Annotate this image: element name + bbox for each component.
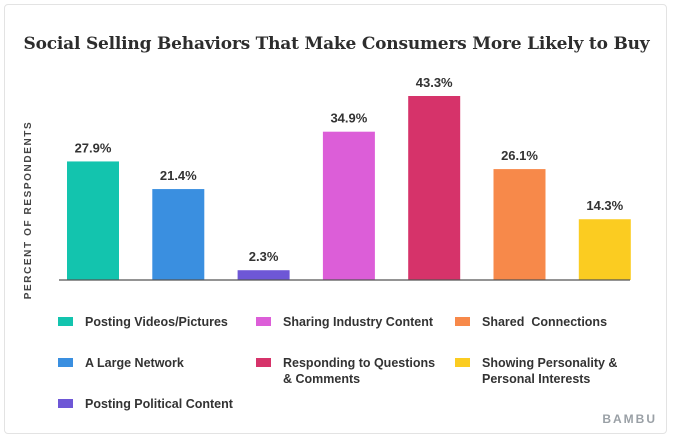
- bar-5: [408, 96, 461, 280]
- legend-item-personality: Showing Personality & Personal Interests: [455, 355, 622, 387]
- bar-1: [67, 161, 119, 280]
- legend-swatch: [455, 358, 470, 367]
- data-label-3: 2.3%: [249, 249, 279, 264]
- legend-item-shared-connections: Shared Connections: [455, 314, 632, 330]
- legend-swatch: [58, 317, 73, 326]
- data-label-1: 27.9%: [75, 140, 112, 155]
- legend-item-responding: Responding to Questions & Comments: [256, 355, 443, 387]
- legend-item-posting-videos: Posting Videos/Pictures: [58, 314, 235, 330]
- data-label-2: 21.4%: [160, 168, 197, 183]
- legend-swatch: [256, 317, 271, 326]
- bar-3: [237, 270, 290, 280]
- data-label-5: 43.3%: [416, 75, 453, 90]
- legend-label: Showing Personality & Personal Interests: [482, 356, 618, 386]
- brand-logo: BAMBU: [602, 412, 657, 426]
- legend-item-industry-content: Sharing Industry Content: [256, 314, 433, 330]
- bar-4: [322, 131, 375, 280]
- legend-swatch: [455, 317, 470, 326]
- legend-label: Posting Political Content: [85, 397, 233, 411]
- legend-swatch: [58, 399, 73, 408]
- legend-swatch: [256, 358, 271, 367]
- bar-2: [152, 189, 205, 280]
- legend-label: Posting Videos/Pictures: [85, 315, 228, 329]
- legend-label: Sharing Industry Content: [283, 315, 433, 329]
- data-label-7: 14.3%: [586, 198, 623, 213]
- legend-label: Responding to Questions & Comments: [283, 356, 436, 386]
- chart-title: Social Selling Behaviors That Make Consu…: [23, 34, 650, 54]
- legend-item-large-network: A Large Network: [58, 355, 235, 371]
- data-label-6: 26.1%: [501, 148, 538, 163]
- bar-6: [493, 169, 546, 280]
- legend-swatch: [58, 358, 73, 367]
- bar-chart: 27.9% 21.4% 2.3% 34.9% 43.3% 26.1% 14.3%: [59, 75, 631, 281]
- legend-label: Shared Connections: [482, 315, 608, 329]
- legend-item-political-content: Posting Political Content: [58, 396, 235, 412]
- legend-label: A Large Network: [85, 356, 184, 370]
- bar-7: [578, 219, 631, 280]
- data-label-4: 34.9%: [330, 111, 367, 126]
